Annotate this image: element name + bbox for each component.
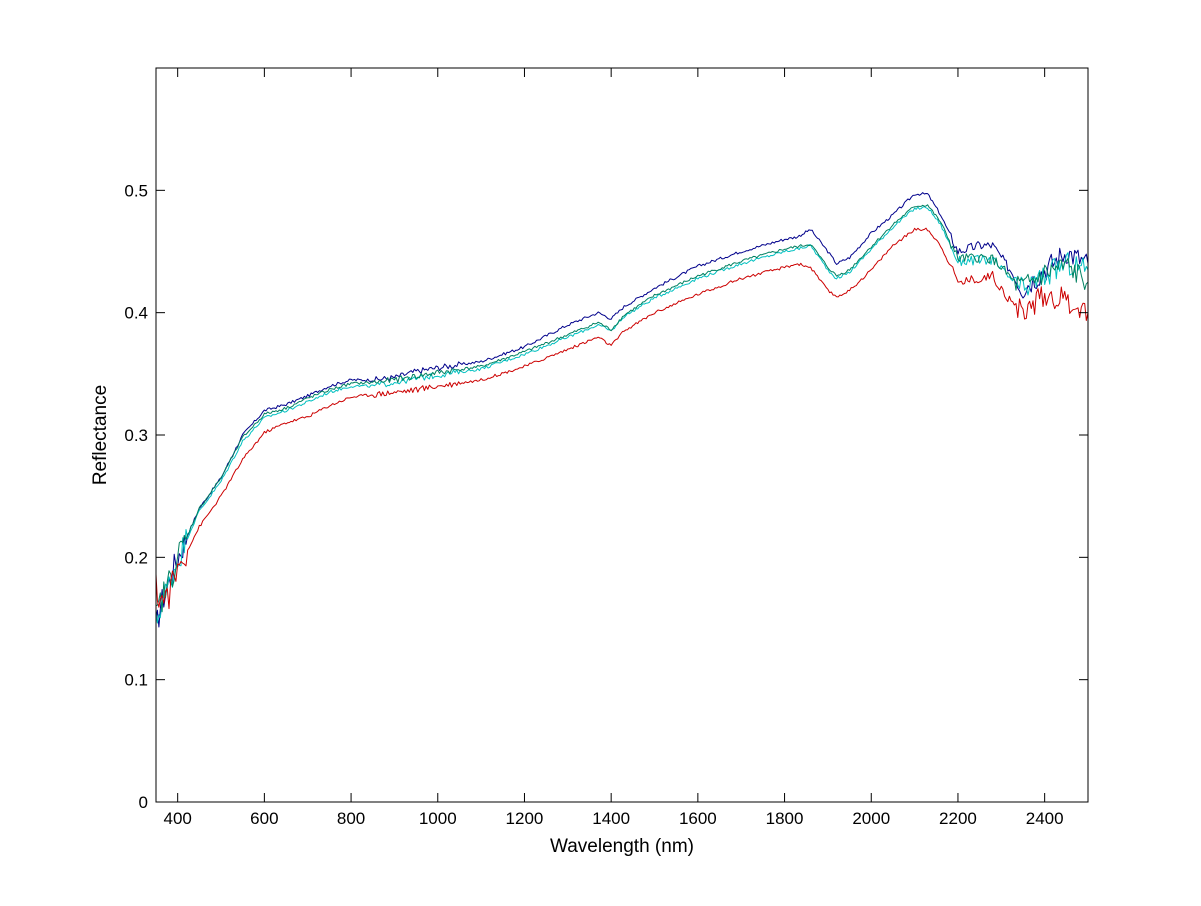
x-tick-label: 1000 xyxy=(419,809,457,828)
plot-frame xyxy=(155,67,1089,803)
y-tick-label: 0 xyxy=(139,793,148,812)
y-tick-label: 0.3 xyxy=(124,426,148,445)
x-axis-label: Wavelength (nm) xyxy=(550,836,694,857)
x-tick-label: 400 xyxy=(163,809,191,828)
y-tick-label: 0.5 xyxy=(124,181,148,200)
x-tick-label: 2400 xyxy=(1026,809,1064,828)
x-tick-label: 600 xyxy=(250,809,278,828)
series-line-3 xyxy=(155,204,1089,613)
x-tick-label: 1600 xyxy=(679,809,717,828)
y-tick-label: 0.1 xyxy=(124,671,148,690)
x-tick-label: 1800 xyxy=(766,809,804,828)
y-tick-label: 0.4 xyxy=(124,304,148,323)
x-tick-label: 1200 xyxy=(506,809,544,828)
series-line-4 xyxy=(155,227,1089,610)
x-tick-label: 2000 xyxy=(852,809,890,828)
y-tick-label: 0.2 xyxy=(124,548,148,567)
y-axis-label: Reflectance xyxy=(90,385,111,485)
x-tick-label: 2200 xyxy=(939,809,977,828)
series-line-2 xyxy=(155,206,1089,624)
series-line-1 xyxy=(155,192,1089,628)
tick-layer: 400 600 800 1000 1200 1400 1600 1800 2000 2200 240… xyxy=(124,68,1088,828)
series-layer xyxy=(155,192,1089,628)
x-tick-label: 1400 xyxy=(592,809,630,828)
x-tick-label: 800 xyxy=(337,809,365,828)
